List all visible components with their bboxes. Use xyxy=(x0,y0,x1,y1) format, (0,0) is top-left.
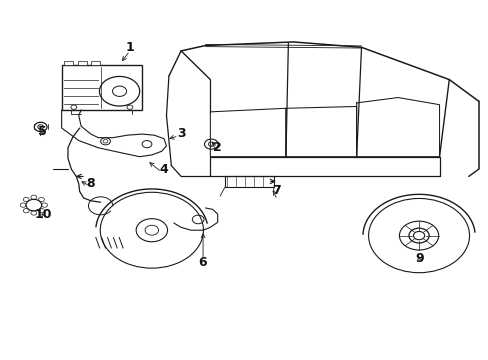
Text: 9: 9 xyxy=(415,252,424,265)
Bar xyxy=(64,61,73,65)
Text: 10: 10 xyxy=(35,208,52,221)
Bar xyxy=(78,61,86,65)
Text: 2: 2 xyxy=(213,141,222,154)
Bar xyxy=(91,61,100,65)
Circle shape xyxy=(408,228,428,243)
Bar xyxy=(224,176,273,187)
Text: 1: 1 xyxy=(125,41,134,54)
Bar xyxy=(61,65,142,110)
Text: 4: 4 xyxy=(160,163,168,176)
Text: 7: 7 xyxy=(271,184,280,197)
Text: 5: 5 xyxy=(38,125,46,138)
Text: 6: 6 xyxy=(198,256,207,269)
Text: 3: 3 xyxy=(177,127,185,140)
Text: 8: 8 xyxy=(86,177,95,190)
